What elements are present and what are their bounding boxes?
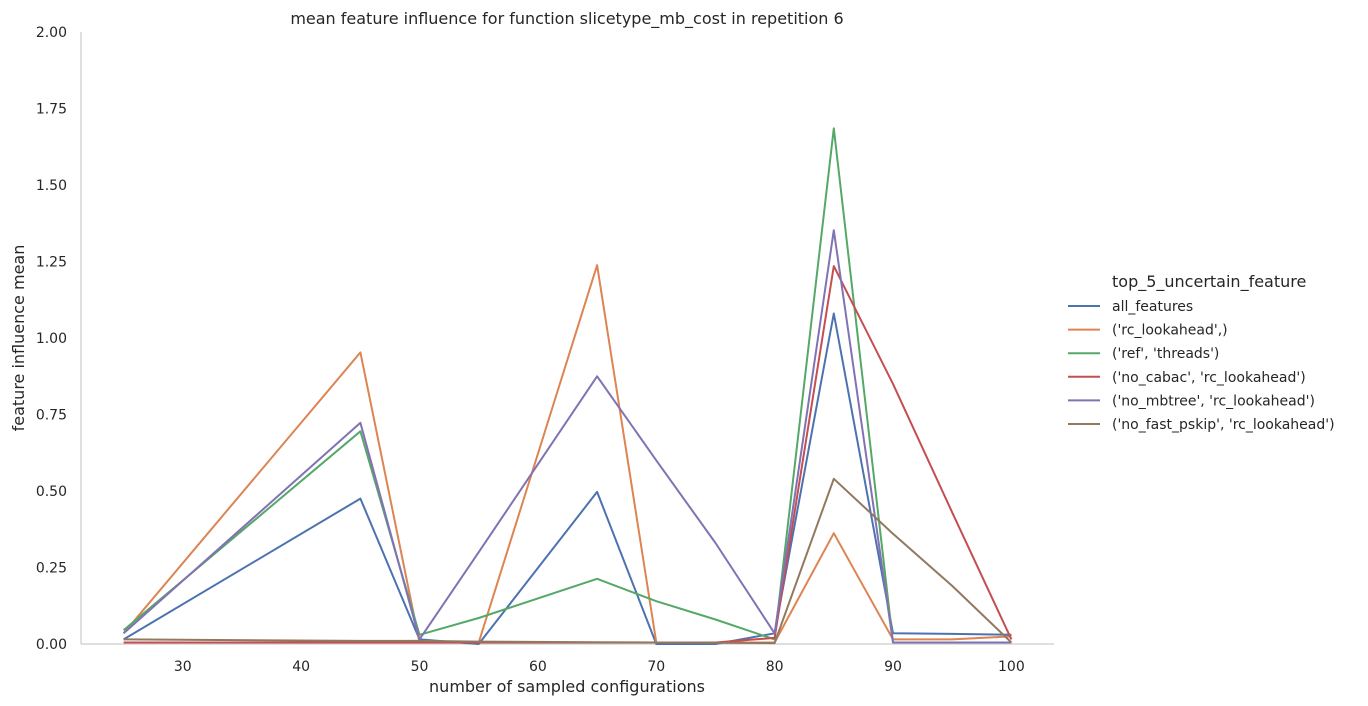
axes [80, 32, 1054, 645]
y-tick-label: 2.00 [36, 25, 67, 41]
series-line [122, 127, 1012, 644]
legend-label: ('rc_lookahead',) [1112, 323, 1228, 339]
y-tick-label: 1.50 [36, 178, 67, 194]
legend-label: ('no_cabac', 'rc_lookahead') [1112, 370, 1306, 386]
series-line [122, 229, 1012, 644]
x-tick-label: 80 [766, 659, 784, 675]
y-tick-label: 0.25 [36, 561, 67, 577]
chart-title: mean feature influence for function slic… [290, 9, 843, 29]
x-axis-label: number of sampled configurations [429, 677, 705, 696]
y-tick-label: 0.50 [36, 484, 67, 500]
x-tick-label: 30 [174, 659, 192, 675]
y-tick-label: 1.25 [36, 255, 67, 271]
series-line [123, 265, 1013, 644]
y-tick-label: 0.00 [36, 637, 67, 653]
legend-label: all_features [1112, 299, 1193, 315]
y-ticks: 0.00 0.25 0.50 0.75 1.00 1.25 1.50 1.75 2.00 [36, 25, 67, 653]
x-tick-label: 60 [529, 659, 547, 675]
series-line [122, 264, 1012, 644]
x-tick-label: 90 [884, 659, 902, 675]
x-tick-label: 70 [647, 659, 665, 675]
legend-label: ('ref', 'threads') [1112, 346, 1219, 362]
series-line [123, 477, 1013, 645]
legend-label: ('no_mbtree', 'rc_lookahead') [1112, 393, 1315, 409]
x-ticks: 30 40 50 60 70 80 90 100 [174, 659, 1025, 675]
legend-label: ('no_fast_pskip', 'rc_lookahead') [1112, 417, 1335, 433]
y-tick-label: 0.75 [36, 408, 67, 424]
legend-title: top_5_uncertain_feature [1112, 272, 1306, 292]
y-axis-label: feature influence mean [9, 245, 28, 432]
series-lines [122, 127, 1013, 645]
legend: top_5_uncertain_feature all_features ('rc… [1068, 272, 1335, 433]
series-line [123, 312, 1012, 645]
legend-items: all_features ('rc_lookahead',) ('ref', 'th… [1068, 299, 1335, 433]
y-tick-label: 1.75 [36, 102, 67, 118]
x-tick-label: 100 [998, 659, 1025, 675]
x-tick-label: 50 [411, 659, 429, 675]
y-tick-label: 1.00 [36, 331, 67, 347]
x-tick-label: 40 [292, 659, 310, 675]
